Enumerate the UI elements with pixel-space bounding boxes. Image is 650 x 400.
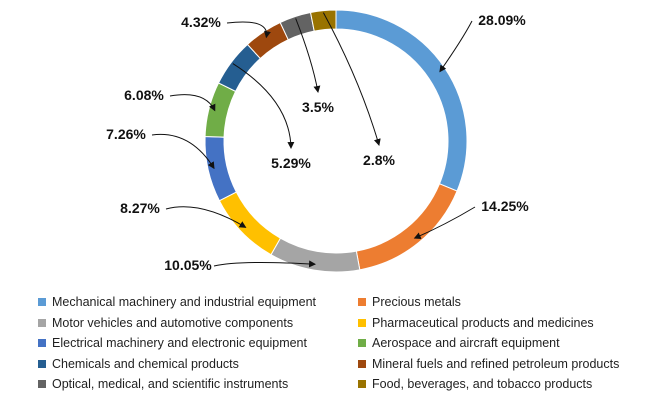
legend-item: Precious metals — [358, 292, 638, 313]
legend-label: Electrical machinery and electronic equi… — [52, 336, 307, 351]
slice-leader-line — [413, 206, 476, 239]
donut-slice — [335, 9, 468, 192]
donut-slice — [204, 136, 237, 202]
donut-slice — [270, 237, 361, 273]
slice-leader-line — [295, 18, 321, 93]
legend-swatch — [38, 339, 46, 348]
slice-data-label: 28.09% — [478, 12, 526, 28]
legend-item: Pharmaceutical products and medicines — [358, 313, 638, 334]
slice-leader-line — [226, 21, 271, 39]
legend-swatch — [38, 318, 46, 327]
legend-label: Pharmaceutical products and medicines — [372, 315, 594, 330]
legend-swatch — [358, 339, 366, 348]
slice-data-label: 5.29% — [271, 155, 311, 171]
slice-data-label: 10.05% — [164, 257, 212, 273]
slice-leader-line — [232, 63, 295, 149]
slice-data-label: 3.5% — [302, 99, 334, 115]
legend-item: Mechanical machinery and industrial equi… — [38, 292, 358, 313]
legend-swatch — [358, 359, 366, 368]
donut-slice — [309, 9, 337, 32]
legend-item: Motor vehicles and automotive components — [38, 313, 358, 334]
slice-leader-line — [213, 260, 317, 268]
slice-data-label: 7.26% — [106, 126, 146, 142]
legend-label: Motor vehicles and automotive components — [52, 315, 294, 330]
donut-chart-svg: 28.09% 14.25% 10.05% 8.27% 7.26% 6.08% 5.29% 4.… — [106, 9, 529, 273]
legend-label: Precious metals — [372, 295, 461, 310]
legend-item: Food, beverages, and tobacco products — [358, 374, 638, 395]
legend-item: Mineral fuels and refined petroleum prod… — [358, 354, 638, 375]
legend-item: Electrical machinery and electronic equi… — [38, 333, 358, 354]
slice-data-label: 4.32% — [181, 14, 221, 30]
legend-label: Optical, medical, and scientific instrum… — [52, 377, 289, 392]
legend-item: Optical, medical, and scientific instrum… — [38, 374, 358, 395]
slice-leader-line — [169, 94, 216, 112]
legend-swatch — [358, 298, 366, 307]
donut-slice — [218, 191, 282, 256]
legend-swatch — [38, 359, 46, 368]
legend-swatch — [358, 318, 366, 327]
legend-label: Aerospace and aircraft equipment — [372, 336, 560, 351]
legend-label: Chemicals and chemical products — [52, 356, 239, 371]
legend-item: Aerospace and aircraft equipment — [358, 333, 638, 354]
donut-slice — [355, 183, 458, 271]
slice-leader-line — [439, 20, 473, 73]
donut-chart: 28.09% 14.25% 10.05% 8.27% 7.26% 6.08% 5.29% 4.… — [106, 9, 529, 273]
slice-data-label: 14.25% — [481, 198, 529, 214]
slice-leader-line — [151, 133, 215, 170]
slice-data-label: 2.8% — [363, 152, 395, 168]
legend-swatch — [358, 380, 366, 389]
legend-swatch — [38, 380, 46, 389]
slice-data-label: 6.08% — [124, 87, 164, 103]
legend-item: Chemicals and chemical products — [38, 354, 358, 375]
legend-label: Mineral fuels and refined petroleum prod… — [372, 356, 620, 371]
slice-leader-line — [322, 12, 381, 146]
slice-leader-line — [165, 206, 247, 228]
slice-data-label: 8.27% — [120, 200, 160, 216]
donut-slice — [204, 82, 237, 138]
chart-legend: Mechanical machinery and industrial equi… — [38, 292, 638, 396]
legend-swatch — [38, 298, 46, 307]
legend-label: Mechanical machinery and industrial equi… — [52, 295, 317, 310]
legend-label: Food, beverages, and tobacco products — [372, 377, 593, 392]
